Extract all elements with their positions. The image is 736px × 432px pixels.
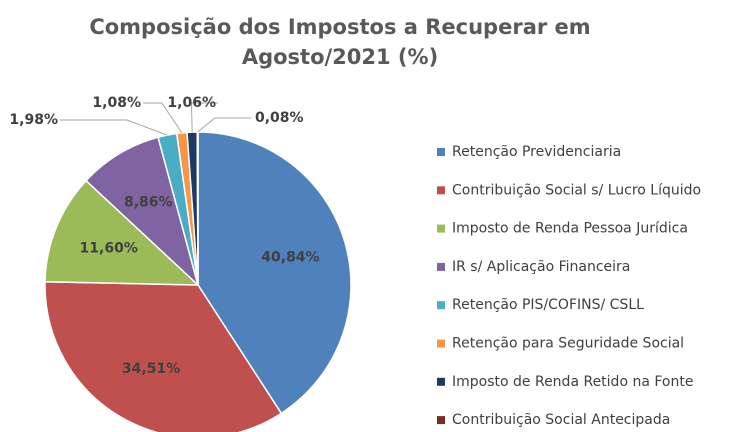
- chart-title: Composição dos Impostos a Recuperar em A…: [89, 15, 591, 69]
- legend-label: Imposto de Renda Pessoa Jurídica: [452, 221, 688, 237]
- data-label: 34,51%: [122, 361, 180, 377]
- legend-label: Retenção para Seguridade Social: [452, 336, 684, 352]
- legend-label: Contribuição Social Antecipada: [452, 412, 670, 428]
- pie-slice: [196, 131, 199, 286]
- data-label: 11,60%: [80, 241, 138, 257]
- pie-slice: [85, 136, 200, 288]
- legend-swatch: [437, 148, 445, 156]
- legend-swatch: [437, 416, 445, 425]
- legend-label: Retenção PIS/COFINS/ CSLL: [452, 297, 644, 313]
- legend-swatch: [437, 339, 445, 348]
- legend-swatch: [437, 301, 445, 310]
- legend-swatch: [437, 224, 445, 233]
- leader-line: [190, 102, 218, 133]
- legend-label: Imposto de Renda Retido na Fonte: [452, 374, 693, 390]
- pie-slice: [44, 280, 283, 432]
- leader-line: [197, 117, 251, 133]
- data-label: 0,08%: [255, 110, 304, 126]
- legend-swatch: [437, 262, 445, 271]
- data-label: 8,86%: [124, 194, 173, 210]
- leader-line: [143, 102, 183, 134]
- legend-label: Retenção Previdenciaria: [452, 144, 621, 160]
- leader-line: [60, 119, 168, 136]
- data-label: 40,84%: [261, 250, 319, 266]
- legend-swatch: [437, 377, 445, 386]
- pie-slice: [44, 179, 200, 286]
- data-label: 1,08%: [92, 95, 141, 111]
- legend-label: Contribuição Social s/ Lucro Líquido: [452, 182, 701, 198]
- data-label: 1,98%: [9, 112, 58, 128]
- legend-label: IR s/ Aplicação Financeira: [452, 259, 630, 275]
- legend-swatch: [437, 186, 445, 195]
- data-label: 1,06%: [167, 95, 216, 111]
